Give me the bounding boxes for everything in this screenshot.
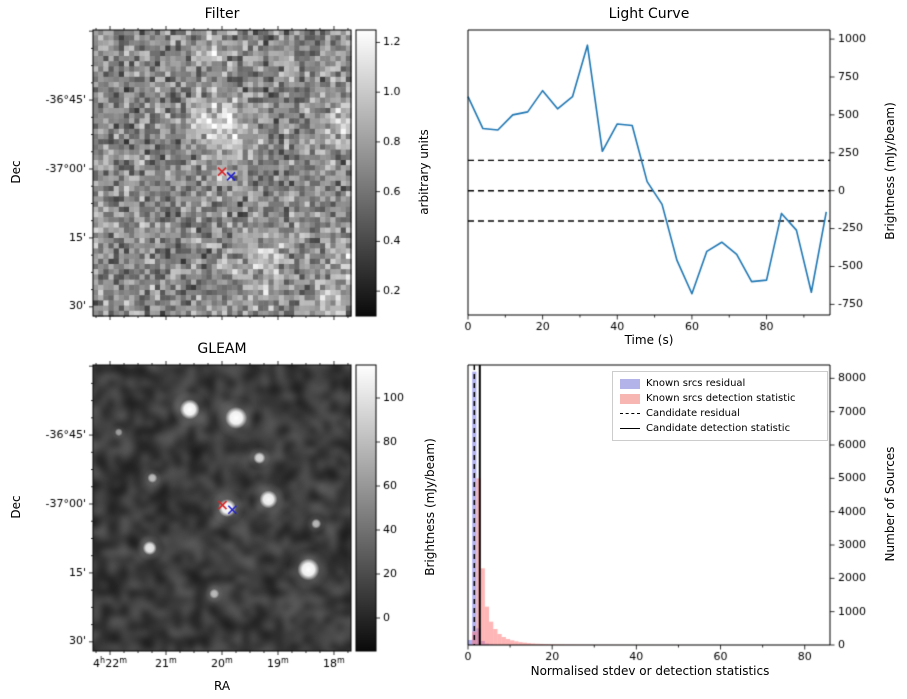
legend-solid-line-sample	[620, 428, 640, 429]
legend-item-known-residual: Known srcs residual	[620, 376, 820, 391]
legend-item-known-detstat: Known srcs detection statistic	[620, 391, 820, 406]
filter-colorbar-label: arbitrary units	[417, 129, 431, 215]
legend-swatch-known-residual	[620, 378, 640, 389]
gleam-colorbar-label: Brightness (mJy/beam)	[423, 438, 437, 576]
gleam-ra-axis-label: RA	[213, 679, 231, 693]
legend-item-candidate-residual: Candidate residual	[620, 406, 820, 421]
legend-label-known-residual: Known srcs residual	[646, 378, 746, 389]
legend: Known srcs residual Known srcs detection…	[612, 371, 828, 441]
lightcurve-brightness-axis-label: Brightness (mJy/beam)	[883, 102, 897, 240]
histogram-x-axis-label: Normalised stdev or detection statistics	[530, 664, 770, 678]
filter-title: Filter	[204, 6, 240, 22]
histogram-y-axis-label: Number of Sources	[883, 446, 897, 562]
lightcurve-time-axis-label: Time (s)	[624, 333, 674, 347]
lightcurve-title: Light Curve	[608, 6, 690, 22]
gleam-dec-axis-label: Dec	[9, 495, 23, 519]
legend-swatch-known-detstat	[620, 393, 640, 404]
legend-item-candidate-detstat: Candidate detection statistic	[620, 421, 820, 436]
filter-dec-axis-label: Dec	[9, 160, 23, 184]
legend-label-known-detstat: Known srcs detection statistic	[646, 393, 796, 404]
legend-label-candidate-detstat: Candidate detection statistic	[646, 423, 791, 434]
gleam-title: GLEAM	[197, 341, 247, 357]
legend-label-candidate-residual: Candidate residual	[646, 408, 740, 419]
legend-dashed-line-sample	[620, 413, 640, 414]
